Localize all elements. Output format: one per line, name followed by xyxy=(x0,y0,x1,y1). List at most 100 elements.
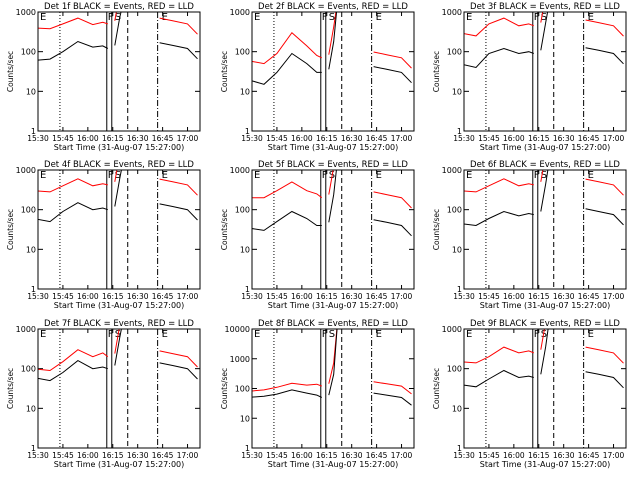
x-tick-label: 16:00 xyxy=(77,134,99,143)
events-series-line xyxy=(38,202,108,223)
lld-series-line xyxy=(373,191,412,209)
events-series-line xyxy=(328,329,338,396)
lld-series-line xyxy=(464,178,534,193)
events-series-line xyxy=(252,210,322,231)
x-axis-label: Start Time (31-Aug-07 15:27:00) xyxy=(268,301,399,310)
marker-label-f: F xyxy=(322,329,328,340)
x-tick-label: 16:45 xyxy=(152,292,174,301)
panel-det-6: Det 6f BLACK = Events, RED = LLD 1 10 100 10… xyxy=(432,160,627,310)
x-tick-label: 16:30 xyxy=(553,134,575,143)
marker-label-e: E xyxy=(466,329,472,340)
events-series-line xyxy=(114,12,122,46)
lld-series-line xyxy=(252,31,323,65)
panel-title: Det 3f BLACK = Events, RED = LLD xyxy=(470,2,620,12)
x-tick-label: 15:45 xyxy=(266,134,288,143)
marker-label-e: E xyxy=(162,12,168,23)
y-tick-label: 10 xyxy=(452,87,462,96)
plot-frame xyxy=(251,328,415,449)
y-tick-label: 100 xyxy=(235,206,250,215)
x-tick-label: 15:45 xyxy=(478,134,500,143)
marker-label-e: E xyxy=(40,12,46,23)
y-axis-label: Counts/sec xyxy=(6,51,15,92)
x-tick-label: 16:45 xyxy=(578,292,600,301)
panel-det-2: Det 2f BLACK = Events, RED = LLD 1 10 100 10… xyxy=(220,2,415,152)
events-series-line xyxy=(464,369,534,388)
y-tick-label: 1000 xyxy=(16,166,36,175)
y-axis-label: Counts/sec xyxy=(432,209,441,250)
x-tick-label: 17:00 xyxy=(177,292,199,301)
panel-det-8: Det 8f BLACK = Events, RED = LLD 1 10 100 10… xyxy=(220,319,415,469)
panel-det-5: Det 5f BLACK = Events, RED = LLD 1 10 100 10… xyxy=(220,160,415,310)
marker-label-e: E xyxy=(376,12,382,23)
x-tick-label: 16:00 xyxy=(291,134,313,143)
marker-label-e: E xyxy=(588,12,594,23)
x-tick-label: 16:30 xyxy=(127,451,149,460)
events-series-line xyxy=(540,170,549,212)
y-tick-label: 1000 xyxy=(230,166,250,175)
y-tick-label: 100 xyxy=(21,365,36,374)
lld-series-line xyxy=(585,19,624,37)
x-tick-label: 15:30 xyxy=(27,292,49,301)
x-axis-label: Start Time (31-Aug-07 15:27:00) xyxy=(480,143,611,152)
lld-series-line xyxy=(252,181,323,199)
marker-label-e: E xyxy=(466,170,472,181)
y-tick-label: 1 xyxy=(457,285,462,294)
plot-frame xyxy=(463,328,627,449)
x-tick-label: 16:45 xyxy=(366,451,388,460)
y-tick-label: 1 xyxy=(457,444,462,453)
y-tick-label: 1000 xyxy=(442,8,462,17)
y-axis-label: Counts/sec xyxy=(220,209,229,250)
x-tick-label: 16:30 xyxy=(553,451,575,460)
x-tick-label: 16:45 xyxy=(152,451,174,460)
events-series-line xyxy=(540,329,549,375)
y-tick-label: 10 xyxy=(240,245,250,254)
lld-series-line xyxy=(38,178,108,193)
marker-label-s: S xyxy=(541,170,547,181)
y-axis-label: Counts/sec xyxy=(432,51,441,92)
marker-label-f: F xyxy=(108,329,114,340)
x-tick-label: 16:00 xyxy=(291,451,313,460)
y-tick-label: 100 xyxy=(447,206,462,215)
x-tick-label: 15:30 xyxy=(27,134,49,143)
panel-det-1: Det 1f BLACK = Events, RED = LLD 1 10 100 10… xyxy=(6,2,201,152)
events-series-line xyxy=(464,210,534,227)
y-tick-label: 100 xyxy=(447,365,462,374)
lld-series-line xyxy=(373,381,412,395)
marker-label-s: S xyxy=(541,12,547,23)
y-tick-label: 1000 xyxy=(16,325,36,334)
lld-series-line xyxy=(328,12,337,55)
marker-label-e: E xyxy=(254,329,260,340)
lld-series-line xyxy=(38,349,109,372)
y-tick-label: 10 xyxy=(240,414,250,423)
marker-label-e: E xyxy=(588,329,594,340)
marker-label-e: E xyxy=(40,329,46,340)
x-tick-label: 16:15 xyxy=(528,292,550,301)
marker-label-f: F xyxy=(534,12,540,23)
lld-series-line xyxy=(464,17,534,37)
events-series-line xyxy=(252,52,322,85)
panel-title: Det 2f BLACK = Events, RED = LLD xyxy=(258,2,408,12)
y-tick-label: 10 xyxy=(240,87,250,96)
marker-label-e: E xyxy=(40,170,46,181)
events-series-line xyxy=(159,203,198,221)
lld-series-line xyxy=(252,382,322,392)
x-tick-label: 16:45 xyxy=(366,134,388,143)
y-tick-label: 1 xyxy=(245,127,250,136)
events-series-line xyxy=(114,170,122,207)
x-tick-label: 15:30 xyxy=(241,451,263,460)
lld-series-line xyxy=(159,350,198,368)
y-tick-label: 10000 xyxy=(225,325,250,334)
events-series-line xyxy=(585,208,624,226)
x-tick-label: 15:30 xyxy=(241,134,263,143)
y-tick-label: 1000 xyxy=(230,8,250,17)
y-axis-label: Counts/sec xyxy=(220,368,229,409)
marker-label-f: F xyxy=(108,170,114,181)
y-tick-label: 100 xyxy=(21,206,36,215)
marker-label-s: S xyxy=(329,329,335,340)
events-series-line xyxy=(114,329,122,366)
lld-series-line xyxy=(373,51,412,69)
lld-series-line xyxy=(159,178,198,196)
marker-label-s: S xyxy=(115,12,121,23)
panel-det-3: Det 3f BLACK = Events, RED = LLD 1 10 100 10… xyxy=(432,2,627,152)
